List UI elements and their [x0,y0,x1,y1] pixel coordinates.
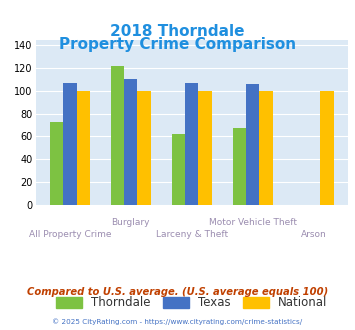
Bar [260,91,273,205]
Bar [111,66,124,205]
Bar [63,83,77,205]
Text: Larceny & Theft: Larceny & Theft [155,230,228,239]
Bar [198,91,212,205]
Text: © 2025 CityRating.com - https://www.cityrating.com/crime-statistics/: © 2025 CityRating.com - https://www.city… [53,318,302,325]
Text: Burglary: Burglary [111,218,150,227]
Bar [233,128,246,205]
Bar [171,134,185,205]
Legend: Thorndale, Texas, National: Thorndale, Texas, National [56,296,327,309]
Bar [137,91,151,205]
Text: All Property Crime: All Property Crime [28,230,111,239]
Bar [124,80,137,205]
Bar [50,121,63,205]
Text: Compared to U.S. average. (U.S. average equals 100): Compared to U.S. average. (U.S. average … [27,287,328,297]
Bar [185,83,198,205]
Bar [320,91,334,205]
Text: Arson: Arson [301,230,327,239]
Text: 2018 Thorndale: 2018 Thorndale [110,24,245,39]
Bar [246,84,260,205]
Text: Motor Vehicle Theft: Motor Vehicle Theft [209,218,297,227]
Text: Property Crime Comparison: Property Crime Comparison [59,37,296,52]
Bar [77,91,90,205]
